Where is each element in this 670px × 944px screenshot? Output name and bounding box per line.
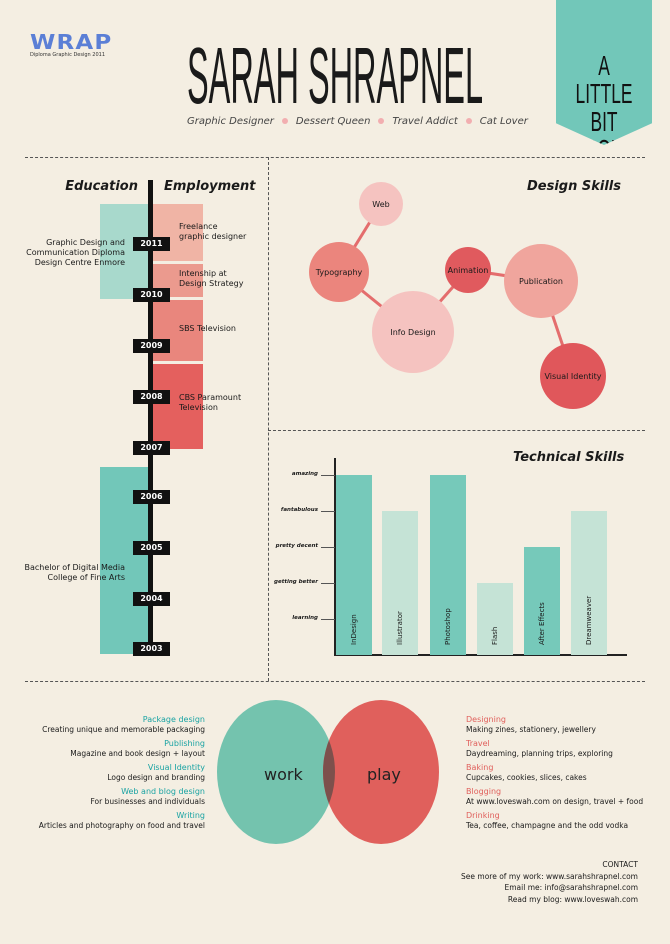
- skill-bubble-publication: Publication: [504, 244, 578, 318]
- bar-illustrator: Illustrator: [382, 511, 418, 655]
- ribbon-line: BIT ABOUT: [574, 106, 635, 165]
- bar-label: Dreamweaver: [585, 595, 593, 645]
- y-tick: [321, 475, 335, 476]
- employment-entry: Freelance graphic designer: [179, 222, 247, 241]
- education-entry: Bachelor of Digital Media College of Fine…: [24, 563, 126, 582]
- chart-title: Technical Skills: [513, 450, 625, 465]
- bar-photoshop: Photoshop: [430, 475, 466, 655]
- education-entry: Graphic Design and Communication Diploma D…: [26, 238, 125, 267]
- employment-heading: Employment: [164, 179, 256, 194]
- bar-label: Illustrator: [396, 611, 404, 645]
- year-badge: 2009: [133, 339, 170, 353]
- dot-icon: [281, 118, 288, 124]
- employment-entry: SBS Television: [179, 324, 236, 333]
- bar-label: After Effects: [538, 602, 546, 645]
- timeline-axis: [148, 180, 153, 656]
- employment-block: [153, 364, 203, 449]
- bar-dreamweaver: Dreamweaver: [571, 511, 607, 655]
- page-title: SARAH SHRAPNEL: [187, 31, 484, 120]
- contact-email[interactable]: Email me: info@sarahshrapnel.com: [504, 883, 638, 892]
- skill-bubble-info-design: Info Design: [372, 291, 454, 373]
- y-tick: [321, 547, 335, 548]
- y-axis: [334, 458, 336, 656]
- education-heading: Education: [65, 179, 138, 194]
- y-tick-label: fantabulous: [280, 507, 318, 513]
- year-badge: 2007: [133, 441, 170, 455]
- tagline-item: Dessert Queen: [295, 116, 371, 127]
- bar-after-effects: After Effects: [524, 547, 560, 655]
- contact-website[interactable]: See more of my work: www.sarahshrapnel.c…: [461, 871, 638, 881]
- year-badge: 2011: [133, 237, 170, 251]
- bar-label: InDesign: [350, 614, 358, 645]
- work-play-venn: [217, 700, 439, 844]
- play-list: Designing Making zines, stationery, jewel…: [466, 715, 644, 830]
- skill-bubble-animation: Animation: [445, 247, 491, 293]
- tagline-item: Travel Addict: [392, 116, 458, 127]
- skill-bubble-web: Web: [359, 182, 403, 226]
- ribbon-line: A LITTLE: [575, 50, 633, 109]
- tagline-item: Graphic Designer: [187, 116, 274, 127]
- bar-label: Photoshop: [444, 608, 452, 645]
- divider: [268, 430, 645, 431]
- venn-work-label: work: [264, 765, 303, 784]
- contact-blog[interactable]: Read my blog: www.loveswah.com: [507, 894, 638, 904]
- contact-heading: CONTACT: [602, 860, 638, 869]
- year-badge: 2006: [133, 490, 170, 504]
- y-tick: [321, 619, 335, 620]
- y-tick-label: amazing: [291, 471, 318, 477]
- employment-entry: CBS Paramount Television: [179, 393, 242, 412]
- employment-entry: Intenship at Design Strategy: [179, 269, 244, 288]
- design-skills-heading: Design Skills: [527, 179, 622, 194]
- about-ribbon: A LITTLE BIT ABOUT: [556, 0, 652, 145]
- y-tick: [321, 583, 335, 584]
- y-tick-label: getting better: [274, 579, 318, 585]
- y-tick-label: pretty decent: [275, 543, 318, 549]
- y-tick: [321, 511, 335, 512]
- bar-flash: Flash: [477, 583, 513, 655]
- year-badge: 2005: [133, 541, 170, 555]
- play-circle: [323, 700, 439, 844]
- logo-mark: WRAP: [30, 30, 113, 54]
- wrap-logo: WRAP Diploma Graphic Design 2011: [30, 32, 120, 58]
- skill-bubble-typography: Typography: [309, 242, 369, 302]
- bar-label: Flash: [491, 626, 499, 645]
- y-tick-label: learning: [292, 615, 318, 621]
- employment-block: [153, 204, 203, 261]
- year-badge: 2008: [133, 390, 170, 404]
- education-block: [100, 204, 150, 299]
- work-circle: [217, 700, 335, 844]
- contact-block: CONTACT See more of my work: www.sarahsh…: [461, 859, 638, 905]
- year-badge: 2004: [133, 592, 170, 606]
- venn-play-label: play: [367, 765, 401, 784]
- year-badge: 2003: [133, 642, 170, 656]
- logo-subtitle: Diploma Graphic Design 2011: [30, 52, 106, 58]
- tagline-item: Cat Lover: [479, 116, 528, 127]
- divider: [268, 157, 269, 681]
- year-badge: 2010: [133, 288, 170, 302]
- divider: [25, 681, 645, 682]
- bar-indesign: InDesign: [336, 475, 372, 655]
- skill-bubble-visual-identity: Visual Identity: [540, 343, 606, 409]
- divider: [25, 157, 645, 158]
- dot-icon: [378, 118, 385, 124]
- dot-icon: [465, 118, 472, 124]
- tagline: Graphic Designer Dessert Queen Travel Addi…: [187, 116, 528, 127]
- work-list: Package design Creating unique and memora…: [38, 715, 205, 830]
